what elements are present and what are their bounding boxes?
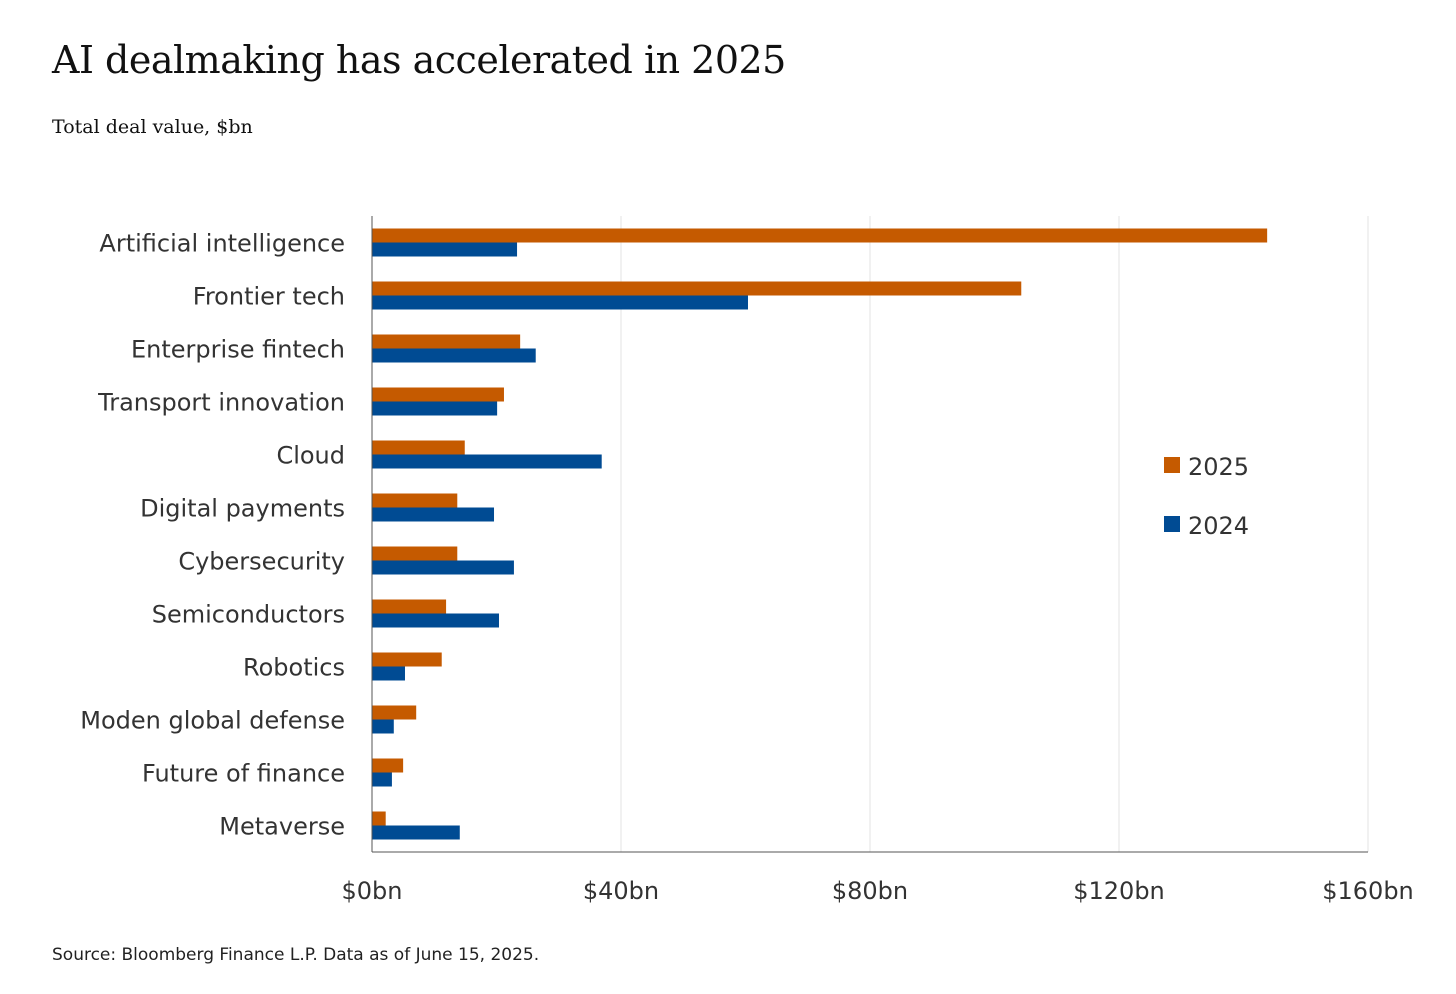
bar-2025 — [372, 281, 1022, 296]
bar-2024 — [372, 348, 536, 363]
category-label: Future of finance — [142, 760, 345, 788]
category-label: Robotics — [243, 654, 345, 682]
category-label: Semiconductors — [152, 601, 345, 629]
legend-label: 2025 — [1188, 453, 1249, 481]
bar-2024 — [372, 772, 392, 787]
bar-2025 — [372, 228, 1268, 243]
bar-2024 — [372, 666, 405, 681]
category-label: Artificial intelligence — [99, 230, 345, 258]
bar-2024 — [372, 242, 518, 257]
bar-2025 — [372, 652, 442, 667]
bar-2024 — [372, 560, 514, 575]
bar-2025 — [372, 811, 386, 826]
category-label: Cloud — [276, 442, 345, 470]
category-label: Moden global defense — [80, 707, 345, 735]
x-tick-label: $120bn — [1073, 877, 1165, 905]
category-label: Transport innovation — [97, 389, 345, 417]
category-label: Frontier tech — [193, 283, 345, 311]
category-label: Cybersecurity — [178, 548, 345, 576]
chart-subtitle: Total deal value, $bn — [52, 116, 253, 138]
bar-2024 — [372, 719, 394, 734]
category-label: Metaverse — [219, 813, 345, 841]
bar-2025 — [372, 758, 404, 773]
bar-2024 — [372, 454, 602, 469]
bar-2024 — [372, 825, 460, 840]
x-tick-label: $40bn — [583, 877, 659, 905]
bar-2025 — [372, 493, 458, 508]
x-tick-label: $160bn — [1322, 877, 1414, 905]
legend-label: 2024 — [1188, 512, 1249, 540]
bar-2025 — [372, 387, 504, 402]
bar-2025 — [372, 599, 447, 614]
source-note: Source: Bloomberg Finance L.P. Data as o… — [52, 945, 540, 965]
bar-2025 — [372, 546, 458, 561]
legend-swatch-2024 — [1164, 516, 1180, 532]
category-label: Enterprise fintech — [131, 336, 345, 364]
x-tick-label: $0bn — [342, 877, 403, 905]
bar-2024 — [372, 401, 498, 416]
bar-2024 — [372, 613, 499, 628]
chart-title: AI dealmaking has accelerated in 2025 — [52, 38, 786, 82]
bar-2025 — [372, 334, 521, 349]
bar-2024 — [372, 295, 748, 310]
legend-swatch-2025 — [1164, 457, 1180, 473]
bar-2025 — [372, 705, 417, 720]
bar-2024 — [372, 507, 495, 522]
x-tick-label: $80bn — [832, 877, 908, 905]
category-label: Digital payments — [140, 495, 345, 523]
bar-2025 — [372, 440, 465, 455]
